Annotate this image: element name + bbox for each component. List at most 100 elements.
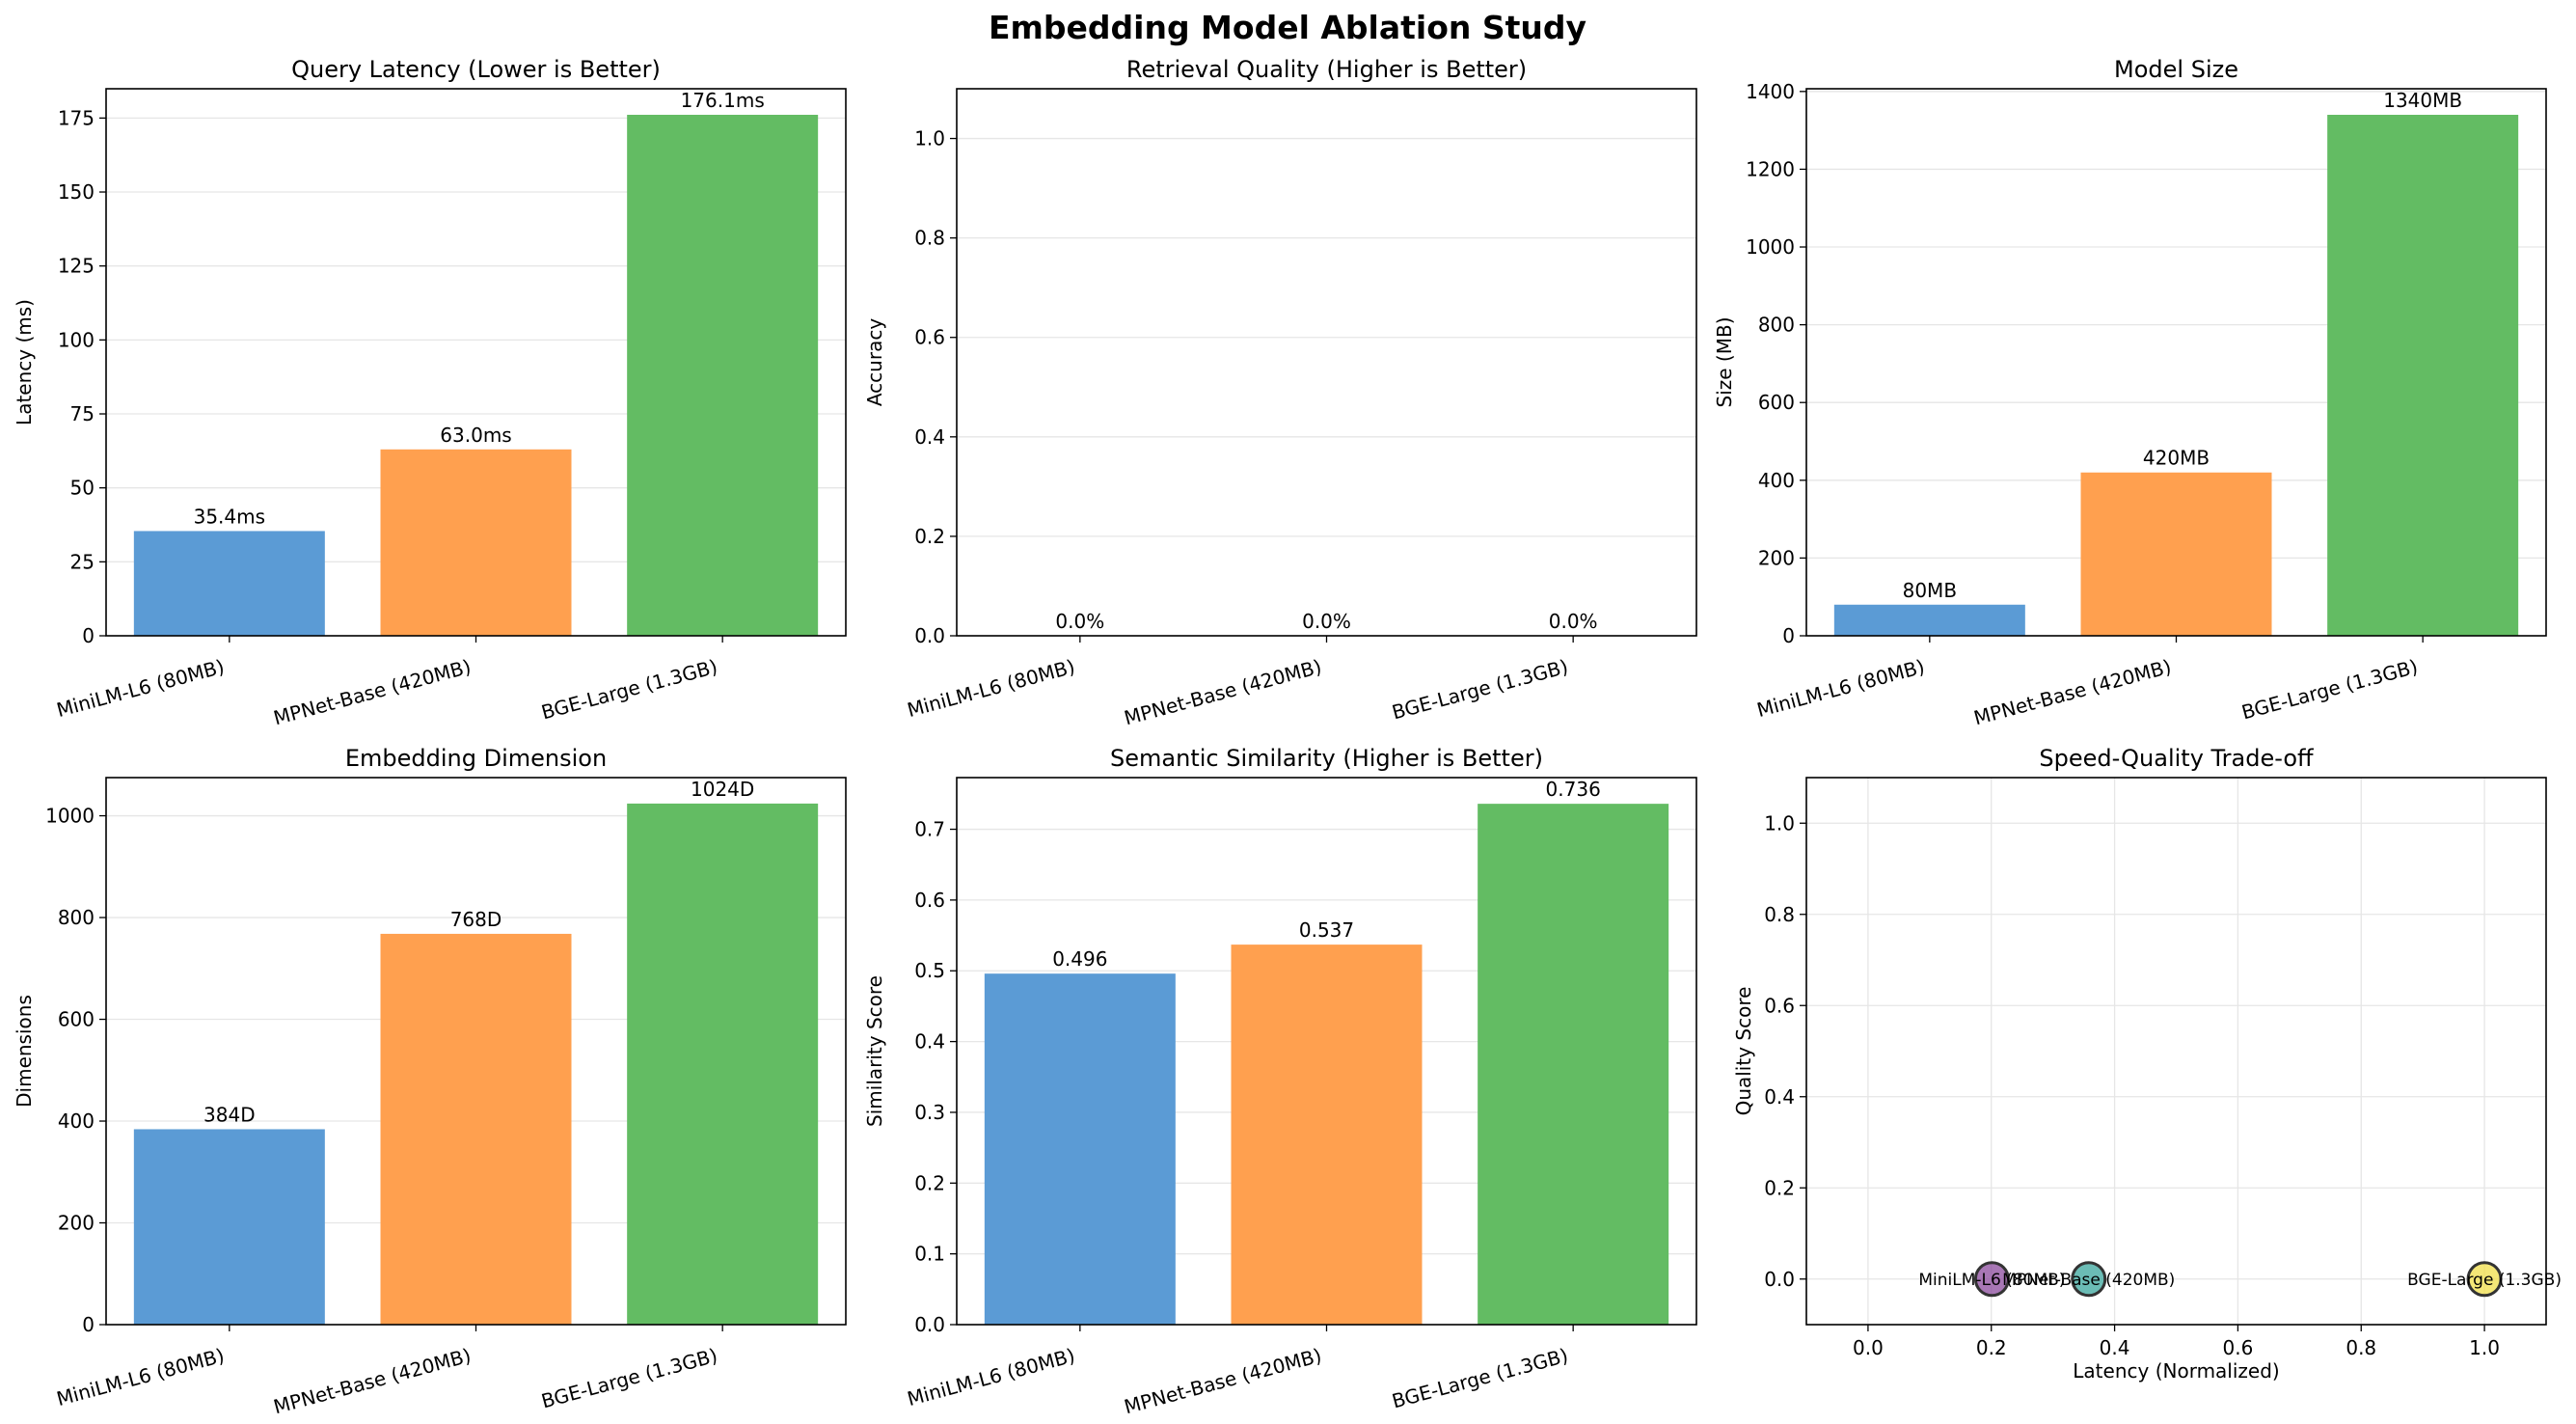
chart-dims: Embedding Dimension 0 200 400 600 800 1000 Dime… [13, 745, 847, 1419]
x-tick-label: MPNet-Base (420MB) [1122, 1344, 1324, 1419]
y-tick-label: 0.0 [1764, 1268, 1795, 1291]
x-tick-label: MPNet-Base (420MB) [271, 1344, 474, 1419]
bar-value-label: 420MB [2143, 447, 2210, 470]
bar-2 [380, 449, 572, 636]
x-axis-label: Latency (Normalized) [2073, 1359, 2279, 1383]
y-axis-label: Size (MB) [1713, 317, 1736, 408]
x-tick-label: MPNet-Base (420MB) [1122, 655, 1324, 730]
x-tick-label: MPNet-Base (420MB) [1971, 655, 2174, 730]
y-tick-label: 0.6 [914, 326, 945, 349]
y-tick-label: 1000 [1746, 235, 1795, 259]
y-tick-label: 800 [58, 906, 95, 929]
bar-1 [133, 531, 325, 636]
y-tick-label: 100 [58, 328, 95, 351]
bar-value-label: 768D [450, 908, 502, 931]
scatter-point-3 [2466, 1261, 2503, 1298]
bar-2 [2080, 472, 2272, 636]
y-tick-label: 200 [1758, 546, 1795, 569]
y-tick-label: 0 [82, 1313, 95, 1336]
chart-title: Query Latency (Lower is Better) [291, 56, 661, 83]
y-tick-label: 0.7 [914, 818, 945, 841]
y-tick-label: 600 [58, 1008, 95, 1031]
y-tick-label: 0.8 [914, 227, 945, 250]
y-tick-label: 0.1 [914, 1243, 945, 1266]
bar-value-label: 63.0ms [440, 424, 511, 447]
point-label: MPNet-Base (420MB) [2002, 1271, 2175, 1290]
y-tick-label: 125 [58, 255, 95, 278]
chart-title: Embedding Dimension [345, 745, 607, 772]
y-tick-label: 0 [1782, 624, 1795, 647]
x-tick-label: 0.8 [2346, 1336, 2376, 1359]
scatter-point-1 [1973, 1261, 2010, 1298]
x-tick-label: MiniLM-L6 (80MB) [54, 655, 227, 722]
x-tick-label: 1.0 [2469, 1336, 2500, 1359]
plot-frame [105, 88, 847, 637]
x-tick-label: BGE-Large (1.3GB) [1390, 655, 1571, 725]
y-tick-label: 1.0 [1764, 811, 1795, 835]
x-tick-label: BGE-Large (1.3GB) [2239, 655, 2421, 725]
x-tick-label: 0.2 [1976, 1336, 2007, 1359]
y-tick-label: 0.8 [1764, 903, 1795, 926]
x-tick-label: MPNet-Base (420MB) [271, 655, 474, 730]
y-tick-label: 1400 [1746, 80, 1795, 103]
y-tick-label: 600 [1758, 391, 1795, 414]
y-tick-label: 800 [1758, 314, 1795, 337]
bar-1 [133, 1129, 325, 1325]
bar-value-label: 384D [203, 1103, 256, 1126]
y-tick-label: 0.6 [1764, 994, 1795, 1017]
x-tick-label: 0.0 [1853, 1336, 1884, 1359]
x-tick-label: MiniLM-L6 (80MB) [54, 1344, 227, 1410]
y-tick-label: 175 [58, 106, 95, 129]
y-axis-label: Similarity Score [863, 975, 886, 1127]
plot-frame [956, 88, 1697, 637]
y-tick-label: 1200 [1746, 157, 1795, 180]
bar-value-label: 35.4ms [194, 505, 265, 528]
x-tick-label: 0.6 [2223, 1336, 2254, 1359]
figure-title: Embedding Model Ablation Study [989, 9, 1586, 46]
y-tick-label: 0.4 [914, 1030, 945, 1054]
y-axis-label: Dimensions [13, 995, 36, 1108]
bar-3 [627, 803, 819, 1325]
y-tick-label: 200 [58, 1212, 95, 1235]
plot-frame [105, 777, 847, 1326]
y-tick-label: 400 [58, 1109, 95, 1133]
plot-frame [1805, 88, 2547, 637]
y-tick-label: 0.2 [1764, 1176, 1795, 1199]
point-label: BGE-Large (1.3GB) [2407, 1271, 2562, 1290]
point-label: MiniLM-L6 (80MB) [1918, 1271, 2065, 1290]
plot-frame [956, 777, 1697, 1326]
x-tick-label: MiniLM-L6 (80MB) [1754, 655, 1927, 722]
bar-value-label: 0.496 [1052, 947, 1107, 971]
y-tick-label: 150 [58, 180, 95, 204]
y-tick-label: 0.0 [914, 624, 945, 647]
bar-3 [2327, 115, 2519, 636]
chart-title: Speed-Quality Trade-off [2039, 745, 2314, 772]
bar-value-label: 0.537 [1299, 918, 1354, 942]
chart-title: Semantic Similarity (Higher is Better) [1110, 745, 1543, 772]
y-axis-label: Quality Score [1732, 987, 1755, 1116]
bar-value-label: 176.1ms [681, 89, 765, 112]
bar-value-label: 1024D [691, 778, 754, 801]
x-tick-label: MiniLM-L6 (80MB) [905, 655, 1077, 722]
y-tick-label: 50 [70, 477, 95, 500]
chart-tradeoff: Speed-Quality Trade-off 0.0 0.2 0.4 0.6 0.8 1.… [1732, 745, 2562, 1383]
chart-panels: Query Latency (Lower is Better) 0 25 50 75 10… [13, 56, 2562, 1418]
y-axis-label: Accuracy [863, 318, 886, 406]
chart-title: Model Size [2114, 56, 2238, 83]
bar-value-label: 0.0% [1549, 610, 1598, 633]
y-tick-label: 0.4 [914, 425, 945, 449]
y-tick-label: 0 [82, 624, 95, 647]
bar-3 [1478, 804, 1669, 1325]
bar-3 [627, 114, 819, 636]
bar-value-label: 80MB [1903, 579, 1957, 602]
scatter-point-2 [2071, 1261, 2107, 1298]
y-tick-label: 0.6 [914, 889, 945, 912]
chart-latency: Query Latency (Lower is Better) 0 25 50 75 10… [13, 56, 847, 730]
y-tick-label: 25 [70, 550, 95, 573]
y-tick-label: 400 [1758, 469, 1795, 492]
bar-2 [380, 933, 572, 1325]
bar-value-label: 1340MB [2383, 89, 2462, 112]
y-tick-label: 1.0 [914, 127, 945, 151]
y-tick-label: 75 [70, 402, 95, 425]
